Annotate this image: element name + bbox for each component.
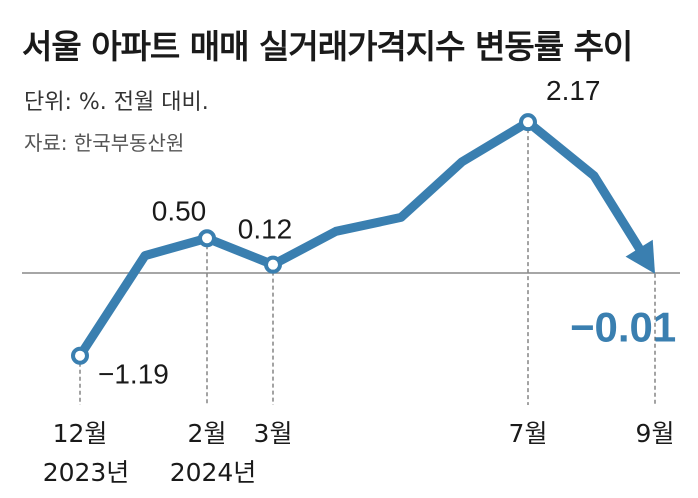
source-note: 자료: 한국부동산원 [24,131,185,155]
data-point-marker [71,346,89,365]
x-tick-month: 3월 [254,419,293,448]
data-label: −1.19 [98,359,169,390]
data-point-marker [264,255,282,274]
x-tick-month: 2월 [188,419,227,448]
x-tick-year: 2023년 [43,458,130,487]
data-label: 0.50 [152,195,207,226]
data-point-marker [519,113,537,132]
series-line [71,113,655,365]
series-polyline [75,117,644,361]
x-tick-labels: 12월 2023년 2월 2024년 3월 7월 9월 [43,419,675,487]
chart-title: 서울 아파트 매매 실거래가격지수 변동률 추이 [22,27,633,66]
x-tick-month: 7월 [509,419,548,448]
point-labels: −1.19 0.50 0.12 2.17 −0.01 [98,75,676,390]
x-tick-month: 12월 [53,419,108,448]
x-tick-month: 9월 [636,419,675,448]
unit-note: 단위: %. 전월 대비. [24,90,209,115]
arrow-head [625,239,655,274]
data-label: 0.12 [238,214,293,245]
data-point-marker [198,229,216,248]
highlight-value-label: −0.01 [570,304,676,351]
x-tick-year: 2024년 [170,458,257,487]
data-label: 2.17 [546,75,601,106]
